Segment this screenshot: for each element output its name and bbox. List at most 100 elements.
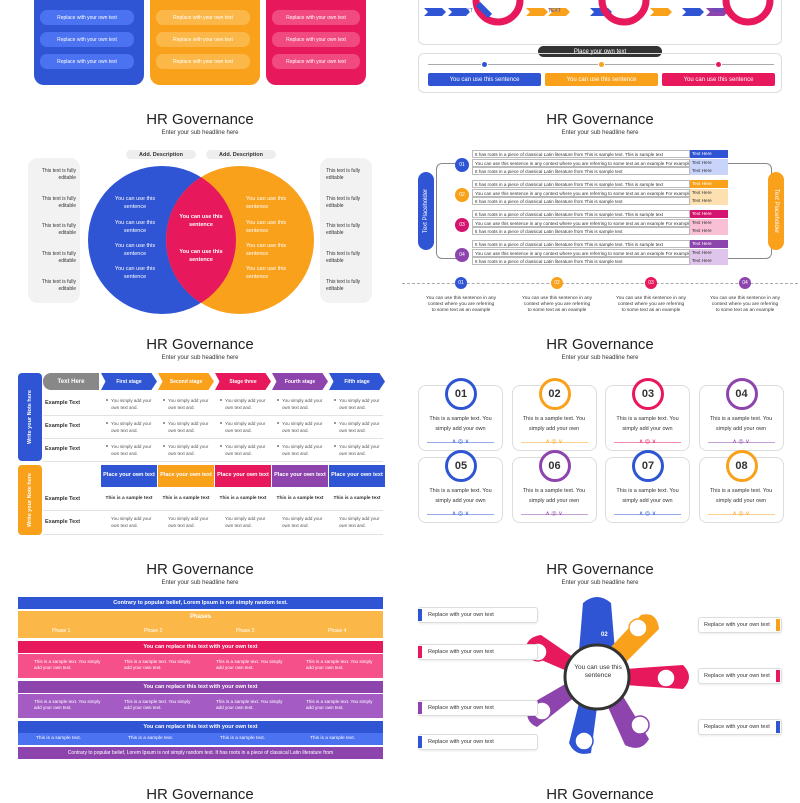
card-text: This is a sample text. You simply add yo… — [709, 416, 773, 433]
table-bullet-cell: You simply add your own text and. — [282, 421, 323, 434]
venn-left-text-4: You can use this sentence — [114, 266, 156, 280]
table-bullet-dot — [163, 422, 165, 424]
wheel-num-5: 05 — [599, 719, 606, 725]
table-bullet-dot — [277, 399, 279, 401]
list-row-tag: Text Here — [690, 158, 728, 167]
card-number: 04 — [725, 378, 758, 410]
phases-pink-cell-1: This is a sample text. You simply add yo… — [34, 659, 101, 670]
phase-name-3: Phase 3 — [236, 628, 255, 634]
card-7: 07 This is a sample text. You simply add … — [605, 450, 690, 523]
wheel-num-7: 07 — [548, 670, 555, 676]
card-icons-row: ∧ ◎ ∨ — [638, 511, 657, 517]
table-row-divider — [43, 461, 383, 462]
venn-side-right — [320, 158, 372, 303]
wheel-center-text: You can use this sentence — [574, 664, 622, 680]
table-bullet-cell: You simply add your own text and. — [111, 444, 152, 457]
wheel-label-accent — [776, 670, 780, 682]
bottom-left-title: HR Governance — [146, 786, 254, 803]
table-bullet-cell: You simply add your own text and. — [339, 516, 380, 529]
table-sample-cell: This is a sample text — [276, 496, 324, 501]
venn-side-text-l5: This text is fully editable — [41, 279, 76, 292]
cards-subtitle: Enter your sub headline here — [561, 355, 639, 361]
venn-side-left — [28, 158, 80, 303]
phases-blue-row — [18, 733, 383, 745]
orange-pill-2: Replace with your own text — [156, 32, 250, 47]
phases-replace-1: You can replace this text with your own … — [18, 641, 383, 653]
list-left-vertical-tab: Text Placeholder — [418, 172, 434, 250]
sentence-frame — [418, 53, 782, 93]
place-your-text-bar: Place your own text — [538, 46, 662, 57]
venn-left-text-2: You can use this sentence — [114, 220, 156, 234]
card-number: 06 — [538, 450, 571, 482]
venn-right-text-1: You can use this sentence — [246, 196, 287, 210]
phases-purple-cell-1: This is a sample text. You simply add yo… — [34, 699, 101, 710]
table-bullet-cell: You simply add your own text and. — [111, 398, 152, 411]
phases-pink-cell-4: This is a sample text. You simply add yo… — [306, 659, 373, 670]
venn-side-text-l2: This text is fully editable — [41, 196, 76, 209]
phases-banner: Contrary to popular belief, Lorem Ipsum … — [18, 597, 383, 609]
table-row-label: Example Text — [45, 400, 81, 406]
list-bottom-text-1: You can use this sentence in any context… — [426, 296, 496, 314]
orange-pill-3: Replace with your own text — [156, 54, 250, 69]
card-5: 05 This is a sample text. You simply add … — [418, 450, 503, 523]
phases-title: HR Governance — [146, 561, 254, 578]
venn-side-text-r1: This text is fully editable — [326, 168, 361, 181]
list-row-tag: Text Here — [690, 150, 728, 158]
wheel-label-accent — [776, 619, 780, 631]
table-bullet-dot — [220, 422, 222, 424]
wheel-label-box — [698, 617, 782, 633]
phase-name-4: Phase 4 — [328, 628, 347, 634]
venn-side-text-l4: This text is fully editable — [41, 251, 76, 264]
card-icons-row: ∧ ◎ ∨ — [732, 439, 750, 445]
card-text: This is a sample text. You simply add yo… — [429, 416, 492, 433]
phases-blue-cell-2: This is a sample text. — [128, 736, 174, 741]
cards-title: HR Governance — [546, 336, 654, 353]
list-num-2: 02 — [455, 188, 469, 202]
stage-arrow-5: Fifth stage — [329, 373, 385, 390]
venn-side-text-r3: This text is fully editable — [326, 223, 361, 236]
phases-blue-cell-3: This is a sample text. — [220, 736, 266, 741]
card-icons-row: ∧ ◎ ∨ — [545, 511, 563, 517]
card-4: 04 This is a sample text. You simply add … — [698, 378, 784, 451]
phase-name-2: Phase 2 — [144, 628, 163, 634]
table-place-cell: Place your own text — [101, 465, 157, 487]
card-icons-row: ∧ ◎ ∨ — [732, 511, 750, 517]
wheel-title: HR Governance — [546, 561, 654, 578]
pink-pill-3: Replace with your own text — [272, 54, 360, 69]
list-row-tag: Text Here — [690, 248, 728, 257]
list-row-tag: Text Here — [690, 167, 728, 175]
table-bullet-cell: You simply add your own text and. — [282, 398, 323, 411]
card-8: 08 This is a sample text. You simply add … — [698, 450, 784, 523]
card-text: This is a sample text. You simply add yo… — [522, 488, 586, 505]
card-1: 01 This is a sample text. You simply add … — [418, 378, 503, 451]
list-bottom-text-2: You can use this sentence in any context… — [522, 296, 592, 314]
list-row-tag: Text Here — [690, 218, 728, 227]
list-row-text: It has roots in a piece of classical Lat… — [472, 240, 690, 248]
venn-left-text-1: You can use this sentence — [114, 196, 156, 210]
table-bullet-dot — [106, 445, 108, 447]
wheel-label-text: Replace with your own text — [704, 724, 770, 730]
venn-side-text-r2: This text is fully editable — [326, 196, 361, 209]
list-title: HR Governance — [546, 111, 654, 128]
card-divider — [707, 442, 775, 443]
table-bullet-cell: You simply add your own text and. — [111, 516, 152, 529]
venn-diagram — [88, 166, 314, 314]
process-arrows-graphic — [424, 0, 774, 26]
table-row-divider — [43, 510, 383, 511]
stage-arrow-3: Stage three — [215, 373, 271, 390]
wheel-label-text: Replace with your own text — [704, 673, 770, 679]
card-icons-row: ∧ ◎ ∨ — [451, 511, 470, 517]
venn-subtitle: Enter your sub headline here — [161, 130, 239, 136]
blue-pill-2: Replace with your own text — [40, 32, 134, 47]
venn-middle-text-1: You can use this sentence — [179, 214, 223, 228]
table-bullet-cell: You simply add your own text and. — [282, 444, 323, 457]
card-2: 02 This is a sample text. You simply add … — [511, 378, 597, 451]
stage-arrow-1: First stage — [101, 373, 157, 390]
table-row-label: Example Text — [45, 496, 81, 502]
list-bottom-num-1: 01 — [455, 277, 467, 289]
table-row-divider — [43, 438, 383, 439]
table-side-bottom: Write your Note here — [18, 465, 42, 535]
table-bullet-cell: You simply add your own text and. — [225, 516, 266, 529]
venn-left-text-3: You can use this sentence — [114, 243, 156, 257]
list-row-text: It has roots in a piece of classical Lat… — [472, 180, 690, 188]
